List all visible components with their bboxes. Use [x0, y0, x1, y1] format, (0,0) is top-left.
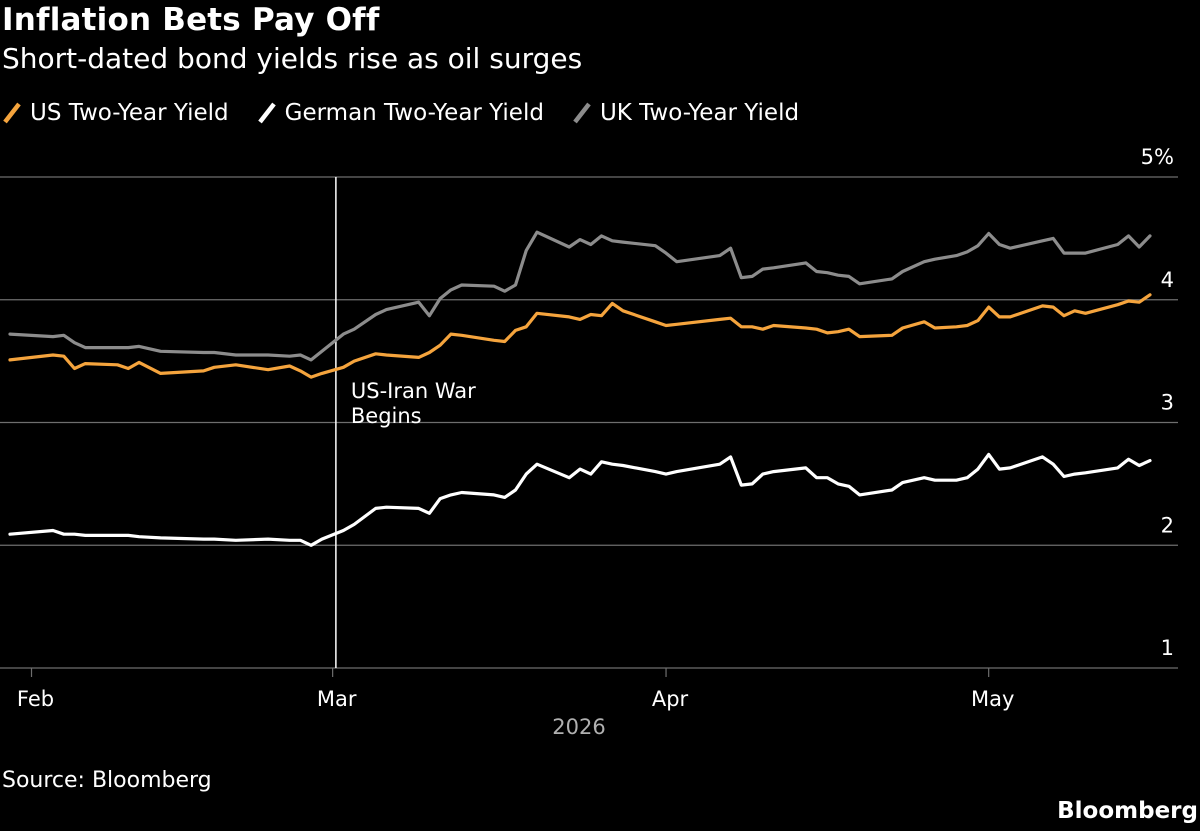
x-tick-label-feb: Feb: [17, 687, 54, 711]
legend-swatch-us: [3, 102, 21, 124]
x-tick-label-may: May: [971, 687, 1014, 711]
x-tick-label-apr: Apr: [652, 687, 689, 711]
chart-legend: US Two-Year Yield German Two-Year Yield …: [2, 96, 799, 130]
brand-logo: Bloomberg: [1057, 798, 1198, 824]
series-line-german: [8, 452, 1152, 547]
legend-item-us: US Two-Year Yield: [2, 100, 229, 126]
legend-label-german: German Two-Year Yield: [284, 100, 544, 126]
annotation-label-line-1: US-Iran War: [351, 379, 476, 403]
series-line-uk: [8, 230, 1152, 362]
y-tick-label-5: 5%: [1141, 145, 1174, 169]
y-tick-label-3: 3: [1161, 391, 1174, 415]
axis-layer: 5% 4 3 2 1 Feb Mar Apr May 2026: [17, 145, 1174, 739]
legend-label-uk: UK Two-Year Yield: [599, 100, 800, 126]
legend-swatch-uk: [573, 102, 591, 124]
annotation-label-line-2: Begins: [351, 404, 422, 428]
source-note: Source: Bloomberg: [2, 768, 212, 793]
series-layer: [8, 230, 1152, 547]
grid-layer: [0, 176, 1178, 669]
legend-swatch-german: [257, 102, 276, 124]
x-year-label: 2026: [552, 715, 605, 739]
legend-label-us: US Two-Year Yield: [30, 100, 229, 126]
chart-subtitle: Short-dated bond yields rise as oil surg…: [2, 42, 583, 75]
y-tick-label-2: 2: [1161, 513, 1174, 537]
legend-item-german: German Two-Year Yield: [257, 100, 544, 126]
series-line-us: [8, 293, 1152, 379]
y-tick-label-4: 4: [1161, 268, 1174, 292]
y-tick-label-1: 1: [1161, 636, 1174, 660]
chart-title: Inflation Bets Pay Off: [2, 2, 380, 38]
x-tick-label-mar: Mar: [317, 687, 357, 711]
legend-item-uk: UK Two-Year Yield: [572, 100, 799, 126]
